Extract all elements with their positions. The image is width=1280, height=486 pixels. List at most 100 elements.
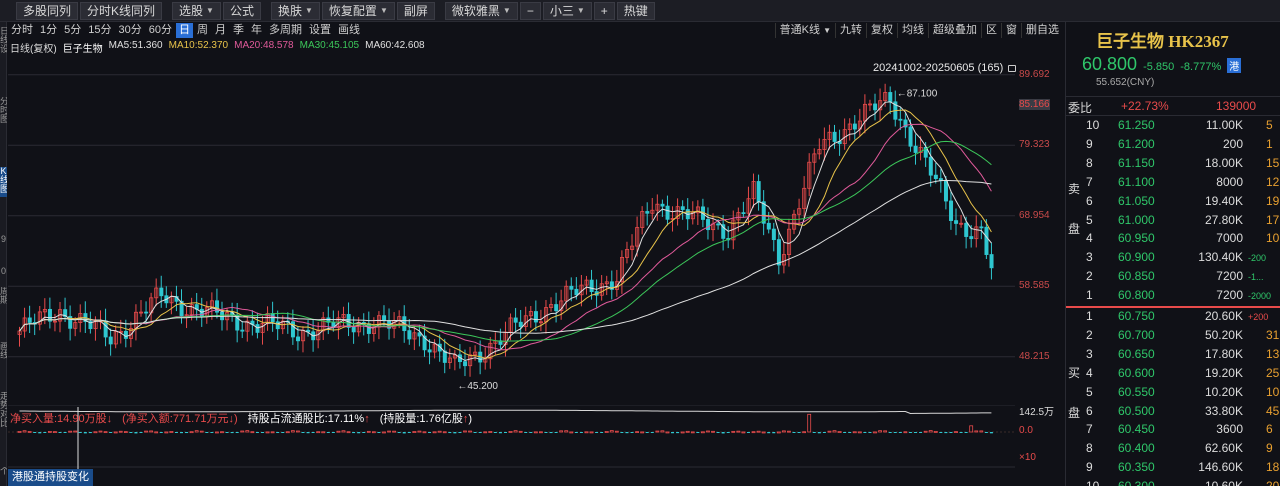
indicator-bar — [43, 432, 47, 433]
kline-type-select[interactable]: 普通K线 ▼ — [774, 23, 835, 38]
period-tab[interactable]: 多周期 — [269, 24, 302, 36]
side-tab[interactable]: 个 — [0, 467, 7, 476]
level-index: 8 — [1086, 441, 1093, 456]
period-tab[interactable]: 日 — [176, 23, 193, 38]
level-count: 31 — [1266, 327, 1280, 342]
ask-row[interactable]: 10 61.250 11.00K 5 — [1066, 118, 1280, 137]
candlestick-chart[interactable]: ←87.100 ←45.200 — [8, 55, 1015, 405]
toolbar-button[interactable]: + — [593, 1, 615, 20]
toolbar-button[interactable]: 分时K线同列 — [80, 1, 163, 20]
period-tab[interactable]: 周 — [197, 24, 208, 36]
indicator-bar — [604, 431, 609, 433]
indicator-bar — [635, 431, 639, 434]
bid-row[interactable]: 2 60.700 50.20K 31 — [1066, 328, 1280, 347]
period-tab[interactable]: 60分 — [148, 24, 172, 36]
toolbar-button[interactable]: 多股同列 — [16, 1, 79, 20]
indicator-bar — [650, 432, 654, 433]
ask-row[interactable]: 6 61.050 19.40K 19 — [1066, 194, 1280, 213]
toolbar-button[interactable]: 微软雅黑 ▼ — [444, 1, 518, 20]
indicator-bar — [868, 432, 872, 434]
period-tab[interactable]: 分时 — [11, 24, 33, 36]
candle-body — [290, 321, 295, 338]
indicator-bar — [888, 432, 892, 433]
bid-row[interactable]: 6 60.500 33.80K 45 — [1066, 404, 1280, 423]
side-tab[interactable]: 0 — [0, 267, 6, 276]
ma30-line — [19, 140, 992, 342]
indicator-bar — [756, 430, 761, 433]
indicator-bar — [154, 431, 159, 434]
toolbar-button[interactable]: 热键 — [616, 1, 655, 20]
side-tab[interactable]: 画线 — [0, 342, 7, 360]
indicator-bar — [47, 431, 52, 433]
toolbar-button[interactable]: 公式 — [222, 1, 261, 20]
side-tab[interactable]: 日线设 — [0, 27, 7, 54]
lock-icon[interactable] — [1008, 65, 1017, 72]
ask-row[interactable]: 4 60.950 7000 10 — [1066, 231, 1280, 250]
period-tab[interactable]: 15分 — [88, 24, 112, 36]
tab-hk-connect-holding[interactable]: 港股通持股变化 — [8, 469, 93, 486]
side-tab[interactable]: 分时图 — [0, 97, 7, 124]
period-tab[interactable]: 30分 — [118, 24, 142, 36]
period-tab[interactable]: 5分 — [64, 24, 82, 36]
indicator-bar — [837, 431, 842, 433]
bid-row[interactable]: 8 60.400 62.60K 9 — [1066, 441, 1280, 460]
ma10-line — [19, 109, 992, 359]
indicator-bar — [857, 431, 862, 434]
current-price-highlight — [1066, 306, 1280, 308]
chart-tool-button[interactable]: 区 — [981, 23, 1001, 38]
indicator-bar — [371, 431, 376, 434]
period-tab[interactable]: 月 — [215, 24, 226, 36]
indicator-bar — [412, 431, 417, 433]
level-index: 10 — [1086, 118, 1100, 132]
candle-body — [422, 335, 427, 351]
period-tab[interactable]: 季 — [233, 24, 244, 36]
toolbar-button[interactable]: 换肤 ▼ — [270, 1, 320, 20]
ask-row[interactable]: 8 61.150 18.00K 15 — [1066, 156, 1280, 175]
chart-tool-button[interactable]: 复权 — [866, 23, 897, 38]
cny-price: 55.652(CNY) — [1096, 77, 1155, 88]
bid-row[interactable]: 5 60.550 10.20K 10 — [1066, 385, 1280, 404]
period-tab[interactable]: 画线 — [338, 24, 360, 36]
side-tab[interactable]: K线图 — [0, 167, 7, 197]
indicator-bar — [685, 430, 690, 433]
toolbar-button[interactable]: 选股 ▼ — [172, 1, 221, 20]
net-buy-volume: 净买入量:14.90万股↓ — [10, 413, 113, 425]
level-price: 60.750 — [1118, 309, 1155, 323]
level-price: 60.700 — [1118, 327, 1155, 342]
side-tab[interactable]: 9 — [0, 235, 6, 244]
ask-row[interactable]: 9 61.200 200 1 — [1066, 137, 1280, 156]
bid-row[interactable]: 4 60.600 19.20K 25 — [1066, 366, 1280, 385]
toolbar-button[interactable]: − — [519, 1, 541, 20]
candle-body — [564, 285, 569, 302]
period-tab[interactable]: 设置 — [309, 24, 331, 36]
chart-tool-button[interactable]: 均线 — [897, 23, 928, 38]
period-tab[interactable]: 1分 — [40, 24, 58, 36]
toolbar-button[interactable]: 副屏 — [396, 1, 435, 20]
ask-row[interactable]: 5 61.000 27.80K 17 — [1066, 213, 1280, 232]
bid-row[interactable]: 9 60.350 146.60K 18 — [1066, 460, 1280, 479]
chart-tool-button[interactable]: 删自选 — [1021, 23, 1063, 38]
bid-row[interactable]: 3 60.650 17.80K 13 — [1066, 347, 1280, 366]
period-tab[interactable]: 年 — [251, 24, 262, 36]
chart-tool-button[interactable]: 窗 — [1001, 23, 1021, 38]
ask-row[interactable]: 7 61.100 8000 12 — [1066, 175, 1280, 194]
candle-body — [513, 317, 518, 323]
chart-tool-button[interactable]: 超级叠加 — [928, 23, 981, 38]
side-tab[interactable]: 走势对比 — [0, 392, 7, 428]
toolbar-button[interactable]: 恢复配置 ▼ — [321, 1, 395, 20]
hk-connect-indicator-chart[interactable] — [8, 405, 1015, 486]
indicator-bar — [893, 432, 897, 433]
bid-row[interactable]: 10 60.300 10.60K 20 — [1066, 479, 1280, 486]
chart-tool-button[interactable]: 九转 — [835, 23, 866, 38]
indicator-bar — [285, 431, 290, 434]
toolbar-button[interactable]: 小三 ▼ — [542, 1, 592, 20]
side-tab[interactable]: 周期 — [0, 287, 7, 305]
candle-body — [589, 279, 594, 293]
bid-row[interactable]: 7 60.450 3600 6 — [1066, 422, 1280, 441]
candle-body — [787, 228, 792, 256]
indicator-bar — [58, 432, 62, 433]
